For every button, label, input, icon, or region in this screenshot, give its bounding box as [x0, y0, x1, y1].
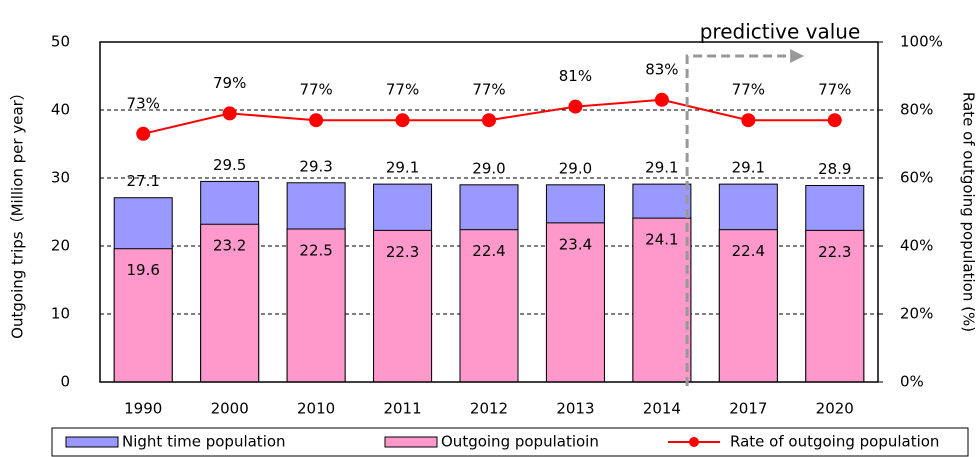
data-label: 77% — [299, 81, 332, 99]
y2-tick-label: 80% — [900, 101, 933, 119]
data-label: 22.3 — [386, 243, 419, 261]
x-tick-label: 2011 — [383, 400, 421, 418]
rate-point — [136, 126, 151, 141]
y2-tick-label: 100% — [900, 33, 943, 51]
data-label: 81% — [559, 67, 592, 85]
x-tick-label: 2014 — [643, 400, 681, 418]
data-label: 22.4 — [472, 242, 505, 260]
data-label: 27.1 — [127, 172, 160, 190]
legend-box — [51, 427, 969, 457]
legend-label: Rate of outgoing population — [730, 433, 939, 451]
rate-point — [222, 106, 237, 121]
bar — [113, 248, 173, 383]
x-tick-label: 2013 — [556, 400, 594, 418]
bar — [200, 223, 260, 383]
data-label: 22.5 — [299, 242, 332, 260]
data-label: 24.1 — [645, 231, 678, 249]
x-tick-label: 2010 — [297, 400, 335, 418]
data-label: 77% — [732, 81, 765, 99]
data-label: 28.9 — [818, 160, 851, 178]
legend-label: Night time population — [122, 433, 286, 451]
data-label: 22.4 — [732, 242, 765, 260]
x-tick-label: 2000 — [211, 400, 249, 418]
y-tick-label: 10 — [51, 305, 70, 323]
data-label: 73% — [127, 94, 160, 112]
data-label: 23.2 — [213, 237, 246, 255]
data-label: 23.4 — [559, 235, 592, 253]
data-label: 22.3 — [818, 243, 851, 261]
y-tick-label: 20 — [51, 237, 70, 255]
data-label: 19.6 — [127, 261, 160, 279]
x-tick-label: 2020 — [816, 400, 854, 418]
data-label: 77% — [386, 81, 419, 99]
y-tick-label: 40 — [51, 101, 70, 119]
y-tick-label: 30 — [51, 169, 70, 187]
y2-axis-label: Rate of outgoing population (%) — [960, 92, 978, 332]
y-axis-label: Outgoing trips（Million per year） — [9, 85, 27, 339]
y2-tick-label: 20% — [900, 305, 933, 323]
rate-point — [827, 113, 842, 128]
rate-point — [482, 113, 496, 128]
legend-point — [689, 437, 699, 447]
rate-point — [741, 113, 756, 128]
data-label: 29.1 — [386, 159, 419, 177]
bar — [373, 229, 433, 383]
data-label: 29.1 — [645, 159, 678, 177]
data-label: 77% — [818, 81, 851, 99]
x-tick-label: 2012 — [470, 400, 508, 418]
bar — [718, 229, 778, 383]
predictive-arrow — [685, 54, 793, 386]
y-tick-label: 50 — [51, 33, 70, 51]
y-tick-label: 0 — [60, 373, 70, 391]
rate-point — [395, 113, 410, 128]
bar — [459, 229, 519, 383]
rate-point — [568, 99, 583, 114]
data-label: 29.0 — [559, 159, 592, 177]
data-label: 29.3 — [299, 157, 332, 175]
x-tick-label: 2017 — [729, 400, 767, 418]
legend-label: Outgoing populatioin — [441, 433, 599, 451]
bar — [286, 228, 346, 383]
y2-tick-label: 60% — [900, 169, 933, 187]
data-label: 29.0 — [472, 159, 505, 177]
y2-tick-label: 0% — [900, 373, 924, 391]
legend-swatch — [65, 436, 119, 448]
y2-tick-label: 40% — [900, 237, 933, 255]
data-label: 77% — [472, 81, 505, 99]
data-label: 83% — [645, 60, 678, 78]
bar — [545, 222, 605, 383]
arrow-head — [790, 49, 805, 63]
legend-swatch — [384, 436, 438, 448]
data-label: 29.5 — [213, 156, 246, 174]
rate-point — [309, 113, 324, 128]
bar — [805, 229, 865, 383]
annotation: predictive value — [700, 20, 861, 44]
data-label: 79% — [213, 74, 246, 92]
data-label: 29.1 — [732, 159, 765, 177]
plot-border — [99, 41, 879, 383]
x-tick-label: 1990 — [124, 400, 162, 418]
rate-point — [654, 92, 669, 107]
